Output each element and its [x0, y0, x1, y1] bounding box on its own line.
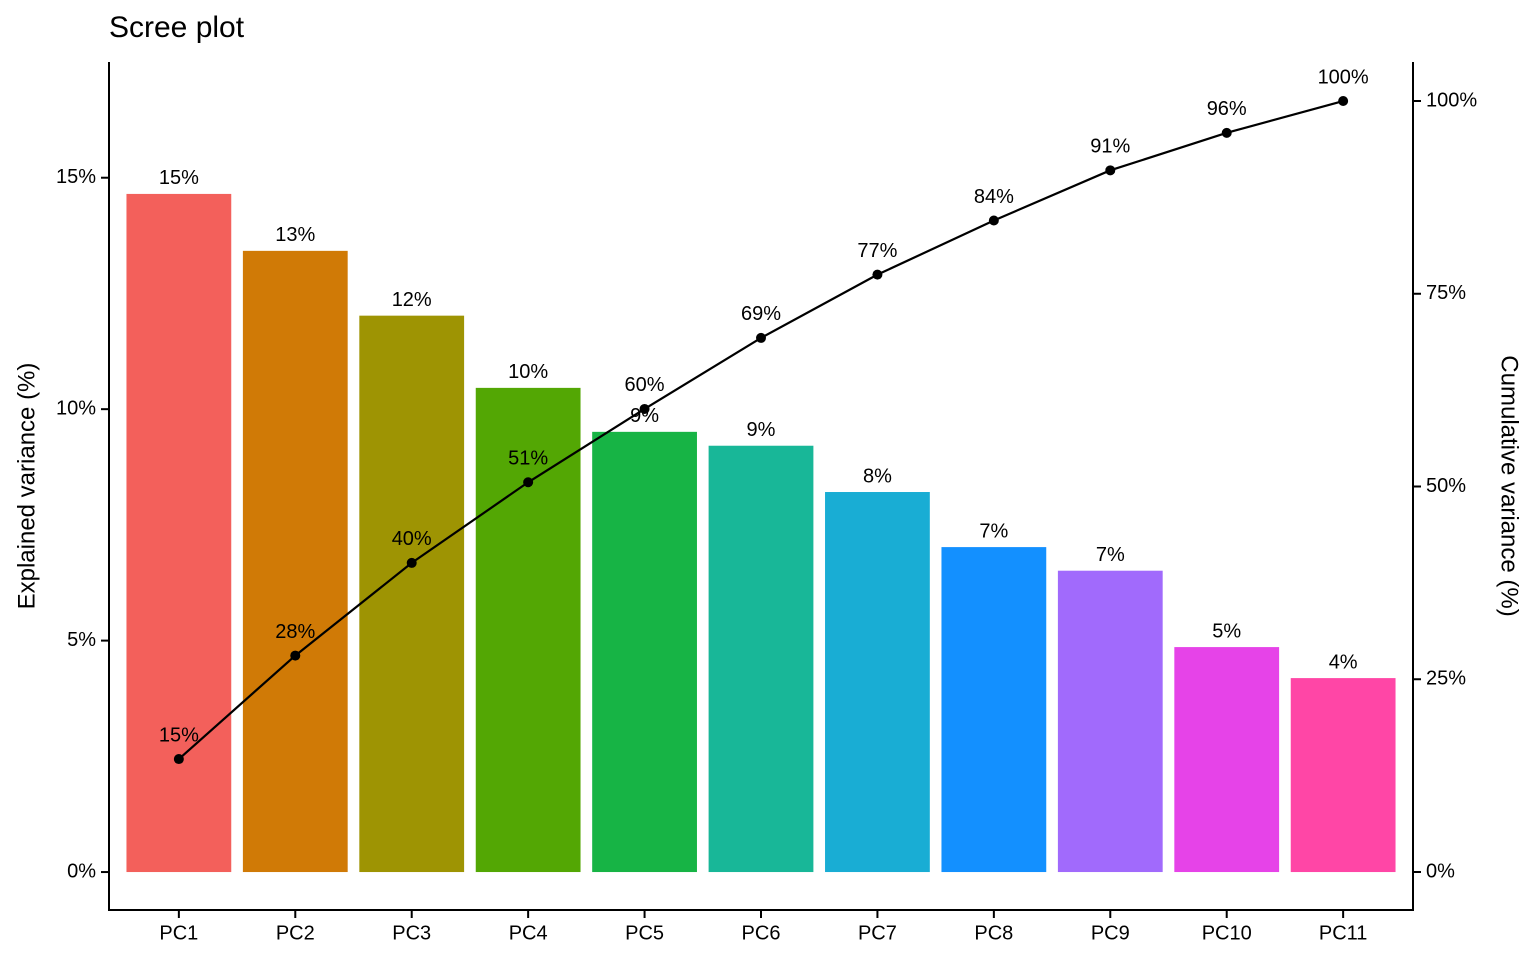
cumulative-point: [639, 403, 650, 414]
cumulative-value-label: 51%: [508, 448, 548, 470]
cumulative-point: [872, 269, 883, 280]
bar-value-label: 12%: [392, 289, 432, 311]
bar: [242, 250, 348, 873]
x-tick-label: PC8: [974, 922, 1013, 944]
cumulative-point: [1105, 165, 1116, 176]
cumulative-point: [756, 332, 766, 343]
y2-tick-label: 0%: [1426, 860, 1455, 882]
x-tick-label: PC7: [858, 922, 897, 944]
y2-tick-label: 50%: [1426, 475, 1466, 497]
cumulative-value-label: 60%: [625, 374, 665, 396]
x-tick-label: PC6: [742, 922, 781, 944]
cumulative-point: [290, 650, 301, 661]
cumulative-value-label: 84%: [974, 186, 1014, 208]
y-axis-title: Explained variance (%): [13, 363, 40, 610]
bar: [708, 445, 814, 873]
x-tick-label: PC5: [625, 922, 664, 944]
bar: [475, 387, 581, 873]
cumulative-value-label: 40%: [392, 528, 432, 550]
x-tick-label: PC3: [392, 922, 431, 944]
cumulative-value-label: 15%: [159, 724, 199, 746]
x-tick-label: PC10: [1202, 922, 1252, 944]
bar: [126, 193, 232, 873]
cumulative-point: [173, 754, 184, 765]
y-tick-label: 5%: [67, 629, 96, 651]
cumulative-value-label: 96%: [1207, 98, 1247, 120]
bar-value-label: 15%: [159, 167, 199, 189]
cumulative-value-label: 91%: [1090, 136, 1130, 158]
bar: [592, 431, 697, 873]
bar: [1290, 678, 1396, 873]
y-tick-label: 10%: [56, 397, 96, 419]
chart-title: Scree plot: [109, 11, 245, 44]
bar-value-label: 7%: [1096, 544, 1125, 566]
bar: [941, 547, 1047, 873]
x-tick-label: PC2: [276, 922, 315, 944]
cumulative-value-label: 28%: [275, 621, 315, 643]
y-tick-label: 15%: [56, 166, 96, 188]
bar-value-label: 8%: [863, 465, 892, 487]
bar: [1174, 647, 1280, 873]
bar-value-label: 4%: [1329, 651, 1358, 673]
bar-value-label: 9%: [747, 419, 776, 441]
y2-tick-label: 100%: [1426, 89, 1477, 111]
cumulative-value-label: 100%: [1318, 66, 1369, 88]
y2-tick-label: 75%: [1426, 282, 1466, 304]
bar-value-label: 13%: [275, 224, 315, 246]
y2-tick-label: 25%: [1426, 668, 1466, 690]
cumulative-point: [988, 215, 999, 226]
x-tick-label: PC11: [1319, 922, 1368, 944]
cumulative-point: [1338, 96, 1349, 107]
x-tick-label: PC1: [159, 922, 198, 944]
bar-value-label: 7%: [979, 520, 1008, 542]
cumulative-point: [1221, 127, 1232, 138]
cumulative-value-label: 69%: [741, 303, 781, 325]
bar: [825, 492, 930, 873]
x-tick-label: PC4: [509, 922, 548, 944]
cumulative-point: [406, 557, 417, 568]
bar-value-label: 10%: [508, 361, 548, 383]
y-tick-label: 0%: [67, 860, 96, 882]
bar-value-label: 9%: [630, 405, 659, 427]
y2-axis-title: Cumulative variance (%): [1496, 355, 1523, 616]
bar-value-label: 5%: [1212, 620, 1241, 642]
bar: [359, 315, 465, 873]
cumulative-value-label: 77%: [857, 240, 897, 262]
bar: [1057, 570, 1163, 873]
x-tick-label: PC9: [1091, 922, 1130, 944]
cumulative-point: [523, 477, 534, 488]
